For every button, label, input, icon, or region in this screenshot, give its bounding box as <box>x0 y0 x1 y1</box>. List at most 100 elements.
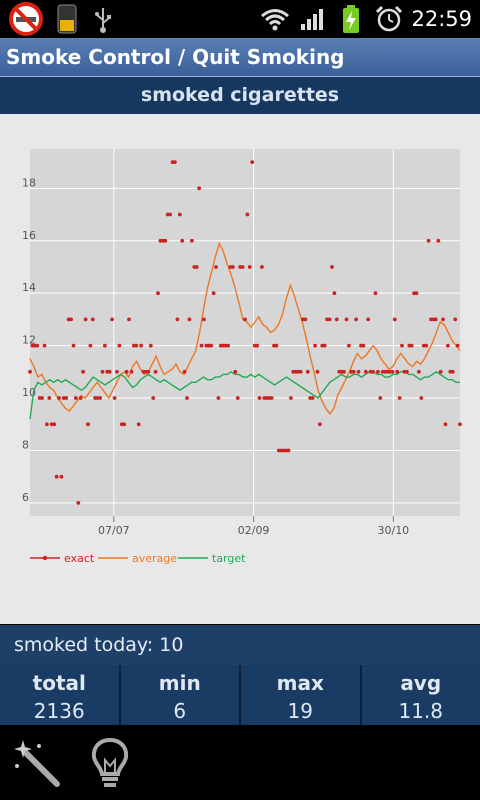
target-series-line <box>29 370 460 420</box>
exact-data-point <box>426 238 431 243</box>
exact-data-point <box>446 343 450 348</box>
battery-widget-icon <box>52 0 82 38</box>
exact-data-point <box>433 317 438 322</box>
exact-data-point <box>182 369 187 374</box>
exact-data-point <box>103 343 107 348</box>
exact-data-point <box>139 343 144 348</box>
exact-data-point <box>392 317 397 322</box>
exact-data-point <box>35 343 40 348</box>
exact-data-point <box>45 422 49 427</box>
stat-max-value: 19 <box>287 699 313 723</box>
exact-data-point <box>354 317 358 322</box>
exact-data-point <box>243 317 247 322</box>
exact-data-point <box>397 396 402 400</box>
exact-data-point <box>260 265 264 269</box>
exact-data-point <box>122 422 127 427</box>
y-tick-label: 12 <box>22 334 36 347</box>
exact-data-point <box>173 160 177 164</box>
y-tick-label: 8 <box>22 438 29 451</box>
exact-data-point <box>129 369 134 374</box>
exact-data-point <box>112 396 117 400</box>
exact-data-point <box>366 317 371 322</box>
exact-data-point <box>226 343 231 348</box>
exact-data-point <box>148 343 153 348</box>
exact-data-point <box>57 396 61 400</box>
exact-data-point <box>64 396 69 400</box>
stat-avg: avg 11.8 <box>361 665 480 725</box>
y-tick-label: 18 <box>22 176 36 189</box>
exact-legend-label: exact <box>64 552 95 565</box>
exact-data-point <box>28 369 32 374</box>
exact-data-point <box>250 160 255 164</box>
exact-data-point <box>78 396 83 400</box>
exact-data-point <box>177 212 182 217</box>
exact-data-point <box>115 369 119 374</box>
average-legend-label: average <box>132 552 177 565</box>
exact-data-point <box>59 474 64 479</box>
x-tick-label: 07/07 <box>98 524 130 537</box>
smoked-today: smoked today: 10 <box>0 625 480 665</box>
exact-data-point <box>235 396 240 400</box>
exact-data-point <box>216 396 221 400</box>
exact-data-point <box>322 343 327 348</box>
exact-data-point <box>450 369 455 374</box>
exact-data-point <box>390 369 395 374</box>
exact-data-point <box>419 396 424 400</box>
exact-data-point <box>351 369 356 374</box>
exact-data-point <box>83 317 88 322</box>
plot-background <box>30 149 460 516</box>
x-tick-label: 30/10 <box>377 524 409 537</box>
exact-data-point <box>257 396 262 400</box>
exact-data-point <box>424 343 429 348</box>
exact-data-point <box>443 422 448 427</box>
lightbulb-icon[interactable] <box>80 733 140 793</box>
alarm-icon <box>372 0 406 38</box>
wifi-icon <box>258 0 292 38</box>
exact-data-point <box>156 291 160 296</box>
exact-data-point <box>100 369 105 374</box>
exact-data-point <box>202 317 206 322</box>
exact-data-point <box>255 343 259 348</box>
exact-data-point <box>240 265 245 269</box>
exact-data-point <box>86 422 90 427</box>
exact-data-point <box>318 422 322 427</box>
exact-data-point <box>274 343 279 348</box>
exact-data-point <box>373 291 378 296</box>
exact-data-point <box>356 369 361 374</box>
exact-data-point <box>74 396 78 400</box>
exact-data-point <box>376 369 380 374</box>
stat-min-label: min <box>158 671 201 695</box>
exact-data-point <box>363 369 368 374</box>
exact-data-point <box>405 369 409 374</box>
exact-data-point <box>209 343 214 348</box>
status-bar: 22:59 <box>0 0 480 38</box>
title-bar: Smoke Control / Quit Smoking <box>0 38 480 77</box>
exact-data-point <box>88 343 93 348</box>
exact-legend-marker <box>42 555 48 561</box>
stat-total: total 2136 <box>0 665 119 725</box>
exact-data-point <box>414 291 419 296</box>
y-tick-label: 6 <box>22 491 29 504</box>
exact-data-point <box>136 422 141 427</box>
exact-data-point <box>344 317 349 322</box>
exact-data-point <box>214 265 218 269</box>
exact-data-point <box>98 396 102 400</box>
exact-data-point <box>305 369 310 374</box>
signal-icon <box>298 0 328 38</box>
target-legend-label: target <box>212 552 246 565</box>
exact-data-point <box>146 369 151 374</box>
stat-min: min 6 <box>120 665 239 725</box>
exact-data-point <box>117 343 122 348</box>
magic-wand-icon[interactable] <box>6 733 66 793</box>
no-smoking-icon <box>6 0 46 38</box>
exact-data-point <box>185 396 189 400</box>
y-tick-label: 16 <box>22 229 36 242</box>
exact-data-point <box>231 265 235 269</box>
stat-min-value: 6 <box>173 699 187 723</box>
exact-data-point <box>163 238 168 243</box>
exact-data-point <box>315 369 320 374</box>
exact-data-point <box>127 317 131 322</box>
exact-data-point <box>107 369 112 374</box>
exact-data-point <box>342 369 346 374</box>
